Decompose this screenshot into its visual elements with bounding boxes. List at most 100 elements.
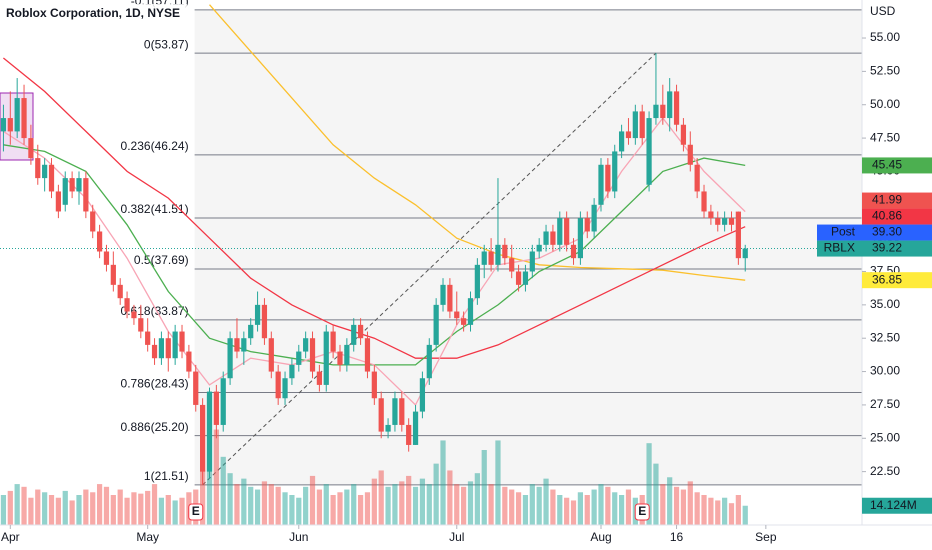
candle-body <box>426 344 432 379</box>
candle-body <box>440 284 446 305</box>
volume-bar <box>495 440 501 525</box>
candle-body <box>145 331 151 345</box>
candle-body <box>206 391 213 472</box>
fib-label: 1(21.51) <box>144 469 189 483</box>
price-badge <box>862 272 932 289</box>
price-badge <box>862 240 932 257</box>
volume-bar <box>309 475 316 525</box>
volume-badge-value: 14.124M <box>870 498 917 512</box>
volume-bar <box>296 497 302 525</box>
candle-body <box>213 391 219 425</box>
volume-bar <box>722 497 728 525</box>
candle-body <box>488 251 494 265</box>
candle-body <box>667 91 673 119</box>
candle-body <box>179 331 185 352</box>
volume-bar <box>447 470 453 525</box>
volume-bar <box>213 429 219 525</box>
volume-bar <box>564 497 570 525</box>
price-badge <box>862 157 932 174</box>
volume-bar <box>570 500 577 525</box>
volume-bar <box>179 497 185 525</box>
candle-body <box>316 371 322 385</box>
candle-body <box>447 284 453 312</box>
candle-body <box>481 251 487 265</box>
volume-bar <box>69 500 75 525</box>
candle-body <box>282 378 288 399</box>
volume-bar <box>433 463 439 525</box>
candle-body <box>14 98 20 132</box>
candle-body <box>234 338 240 352</box>
volume-bar <box>694 492 700 525</box>
volume-bar <box>200 470 206 525</box>
volume-bar <box>241 478 247 525</box>
y-tick-label: 30.00 <box>870 364 900 378</box>
volume-bar <box>14 484 20 525</box>
volume-bar <box>96 484 103 525</box>
candle-body <box>529 251 535 272</box>
candle-body <box>735 211 741 259</box>
volume-bar <box>117 489 123 525</box>
candle-body <box>248 324 254 339</box>
candle-body <box>639 111 645 139</box>
candle-body <box>570 244 577 259</box>
volume-bar <box>378 470 384 525</box>
volume-bar <box>351 484 357 525</box>
candle-body <box>454 311 460 319</box>
volume-bar <box>151 484 158 525</box>
x-tick-label: May <box>136 530 159 544</box>
chart-title: Roblox Corporation, 1D, NYSE <box>6 6 180 20</box>
volume-bar <box>612 492 618 525</box>
candle-body <box>522 271 529 285</box>
x-tick-label: Apr <box>1 530 20 544</box>
volume-bar <box>275 486 281 525</box>
price-badge <box>862 208 932 225</box>
volume-bar <box>103 486 110 525</box>
volume-bar <box>673 486 680 525</box>
volume-bar <box>557 495 563 525</box>
candle-body <box>378 398 384 432</box>
fib-label: 0.382(41.51) <box>121 202 189 216</box>
price-badge-value: 45.45 <box>872 158 902 172</box>
y-tick-label: 55.00 <box>870 30 900 44</box>
volume-bar <box>467 481 474 525</box>
candle-body <box>715 218 721 225</box>
candle-body <box>28 138 34 159</box>
candle-body <box>158 338 165 359</box>
y-tick-label: 35.00 <box>870 297 900 311</box>
candle-body <box>62 178 68 205</box>
volume-bar <box>323 484 329 525</box>
candle-body <box>220 378 226 425</box>
candle-body <box>337 351 343 365</box>
candle-body <box>509 258 515 272</box>
price-badge-label: Post <box>831 225 856 239</box>
volume-bar <box>550 489 556 525</box>
candle-body <box>268 338 274 372</box>
candle-body <box>296 351 302 365</box>
candle-body <box>433 304 439 345</box>
candle-body <box>165 338 171 359</box>
earnings-label: E <box>192 504 200 518</box>
candle-body <box>694 164 700 192</box>
candle-body <box>90 211 96 232</box>
candle-body <box>584 218 590 232</box>
candle-body <box>35 158 41 179</box>
candle-body <box>371 371 377 399</box>
candle-body <box>412 411 419 445</box>
candle-body <box>660 104 666 119</box>
price-badge-value: 39.22 <box>872 241 902 255</box>
candle-body <box>605 164 611 192</box>
candle-body <box>344 344 350 365</box>
candle-body <box>0 118 7 132</box>
y-tick-label: 52.50 <box>870 64 900 78</box>
candle-body <box>502 244 508 259</box>
volume-bar <box>131 492 137 525</box>
volume-bar <box>426 484 432 525</box>
candle-body <box>323 331 329 385</box>
candle-body <box>55 191 61 212</box>
volume-bar <box>344 489 350 525</box>
candle-body <box>708 211 714 219</box>
candle-body <box>117 284 123 299</box>
candle-body <box>351 324 357 345</box>
y-tick-label: 27.50 <box>870 397 900 411</box>
volume-bar <box>316 489 322 525</box>
